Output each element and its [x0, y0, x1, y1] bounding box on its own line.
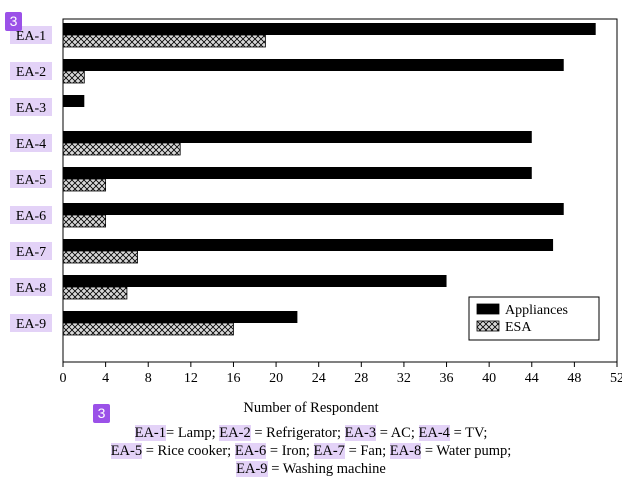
category-label-bg	[10, 62, 52, 80]
x-tick-label: 8	[145, 371, 152, 386]
category-label-bg	[10, 314, 52, 332]
caption-code: EA-5	[110, 443, 143, 459]
appliances-bar	[63, 203, 564, 215]
x-tick-label: 20	[269, 371, 283, 386]
esa-bar	[62, 70, 85, 84]
caption-code: EA-8	[389, 443, 422, 459]
bar-chart: EA-1EA-2EA-3EA-4EA-5EA-6EA-7EA-8EA-90 4 8 1…	[10, 18, 622, 386]
annotation-badge-caption: 3	[93, 404, 110, 423]
x-axis-label: Number of Respondent	[243, 400, 379, 416]
caption-line: EA-1= Lamp; EA-2 = Refrigerator; EA-3 = …	[0, 424, 622, 442]
appliances-bar	[63, 167, 532, 179]
category-label-bg	[10, 278, 52, 296]
caption-text: = Lamp;	[166, 425, 220, 441]
appliances-bar	[63, 131, 532, 143]
legend-label: ESA	[505, 320, 532, 335]
category-label-bg	[10, 98, 52, 116]
esa-bar	[62, 178, 107, 192]
appliances-bar	[63, 59, 564, 71]
appliances-bar	[63, 95, 85, 107]
x-tick-label: 52	[610, 371, 622, 386]
category-label: EA-9	[16, 317, 46, 332]
appliances-bar	[63, 275, 447, 287]
esa-bar	[62, 214, 107, 228]
caption-code: EA-9	[236, 461, 268, 477]
x-tick-label: 44	[525, 371, 539, 386]
caption-line: EA-9 = Washing machine	[0, 460, 622, 478]
x-tick-label: 16	[226, 371, 240, 386]
x-tick-label: 32	[397, 371, 411, 386]
category-label: EA-5	[16, 173, 46, 188]
appliances-bar	[63, 311, 298, 323]
figure-caption: EA-1= Lamp; EA-2 = Refrigerator; EA-3 = …	[0, 424, 622, 478]
caption-text: = AC;	[376, 425, 419, 441]
caption-code: EA-7	[313, 443, 345, 459]
caption-text: = Washing machine	[267, 461, 386, 477]
x-tick-label: 24	[312, 371, 326, 386]
caption-code: EA-4	[418, 425, 450, 441]
x-tick-label: 36	[440, 371, 454, 386]
category-label-bg	[10, 242, 52, 260]
category-label-bg	[10, 134, 52, 152]
category-label: EA-1	[16, 29, 46, 44]
caption-text: = TV;	[449, 425, 488, 441]
caption-text: = Water pump;	[421, 443, 512, 459]
x-tick-label: 28	[354, 371, 368, 386]
caption-code: EA-1	[134, 425, 167, 441]
legend-label: Appliances	[505, 303, 568, 318]
caption-text: = Iron;	[266, 443, 314, 459]
caption-code: EA-6	[234, 443, 267, 459]
esa-bar	[62, 286, 128, 300]
x-tick-label: 0	[60, 371, 67, 386]
caption-text: = Fan;	[344, 443, 390, 459]
x-tick-label: 48	[567, 371, 581, 386]
appliances-bar	[63, 23, 596, 35]
esa-bar	[62, 322, 234, 336]
esa-bar	[62, 142, 181, 156]
category-label: EA-8	[16, 281, 46, 296]
esa-bar	[62, 34, 266, 48]
appliances-bar	[63, 239, 554, 251]
plot-frame	[62, 18, 618, 363]
category-label: EA-2	[16, 65, 46, 80]
category-label-bg	[10, 206, 52, 224]
legend-swatch	[476, 303, 500, 315]
category-label: EA-6	[16, 209, 46, 224]
legend-swatch	[476, 320, 500, 332]
category-label-bg	[10, 170, 52, 188]
category-label: EA-3	[16, 101, 46, 116]
category-label: EA-7	[16, 245, 46, 260]
caption-line: EA-5 = Rice cooker; EA-6 = Iron; EA-7 = …	[0, 442, 622, 460]
caption-code: EA-2	[219, 425, 251, 441]
x-tick-label: 4	[102, 371, 109, 386]
esa-bar	[62, 250, 138, 264]
x-tick-label: 40	[482, 371, 496, 386]
caption-code: EA-3	[344, 425, 377, 441]
category-label: EA-4	[16, 137, 46, 152]
annotation-badge-top: 3	[5, 12, 22, 31]
caption-text: = Rice cooker;	[142, 443, 235, 459]
legend: Appliances ESA	[468, 296, 600, 341]
x-tick-label: 12	[184, 371, 198, 386]
caption-text: = Refrigerator;	[250, 425, 345, 441]
